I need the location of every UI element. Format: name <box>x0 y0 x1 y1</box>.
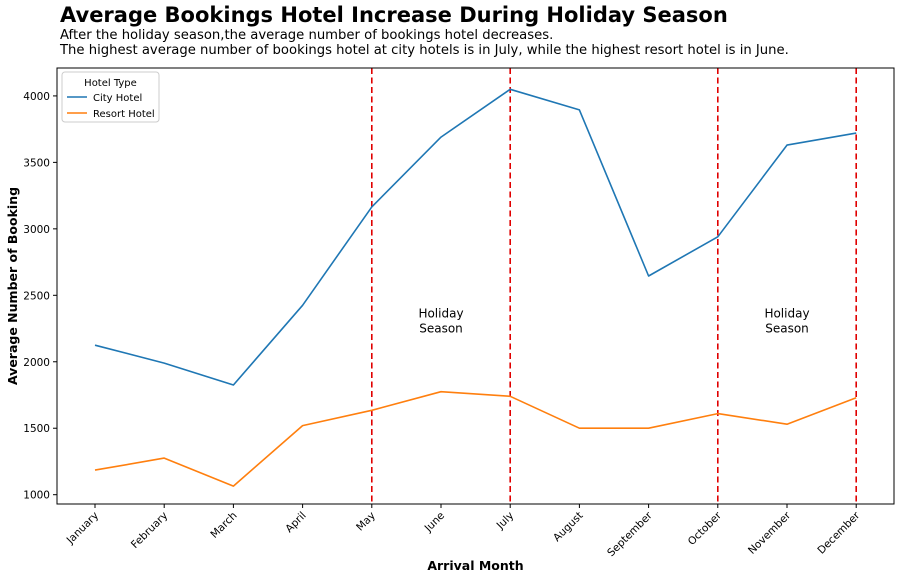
x-tick-label: December <box>815 509 862 556</box>
y-tick-label: 2000 <box>23 357 50 369</box>
reference-lines <box>370 68 858 504</box>
y-axis: 1000 1500 2000 2500 3000 3500 4000 <box>23 91 57 502</box>
series-line-city-hotel <box>94 88 857 386</box>
y-tick-label: 2500 <box>23 290 50 302</box>
legend: Hotel Type City Hotel Resort Hotel <box>61 71 160 123</box>
y-axis-label: Average Number of Booking <box>5 187 20 385</box>
chart-subtitle-line-1: After the holiday season,the average num… <box>60 28 554 43</box>
x-tick-label: October <box>686 509 725 548</box>
x-tick-label: May <box>354 510 378 534</box>
x-tick-label: September <box>605 509 655 559</box>
legend-entry: City Hotel <box>93 93 142 104</box>
holiday-season-annotation: Season <box>765 322 809 336</box>
x-tick-label: March <box>208 510 239 541</box>
x-tick-label: August <box>551 510 585 544</box>
series-lines <box>94 88 857 487</box>
chart-subtitle-line-2: The highest average number of bookings h… <box>60 43 789 58</box>
x-tick-label: April <box>283 510 308 535</box>
legend-entry: Resort Hotel <box>93 109 155 120</box>
y-tick-label: 4000 <box>23 91 50 103</box>
holiday-season-annotation: Holiday <box>418 307 463 321</box>
x-tick-label: June <box>422 510 447 535</box>
chart-title: Average Bookings Hotel Increase During H… <box>60 3 728 27</box>
holiday-season-annotation: Holiday <box>764 307 809 321</box>
series-line-resort-hotel <box>94 390 857 487</box>
x-tick-label: July <box>494 510 517 533</box>
y-tick-label: 1500 <box>23 423 50 435</box>
x-tick-label: November <box>746 509 794 557</box>
y-tick-label: 3500 <box>23 157 50 169</box>
plot-frame <box>56 67 895 505</box>
x-axis: January February March April May June July Augu… <box>64 504 863 559</box>
legend-title: Hotel Type <box>84 78 137 89</box>
x-tick-label: January <box>64 510 101 547</box>
legend-box <box>61 71 160 123</box>
y-tick-label: 1000 <box>23 490 50 502</box>
x-tick-label: February <box>129 510 170 551</box>
y-tick-label: 3000 <box>23 224 50 236</box>
holiday-season-annotation: Season <box>419 322 463 336</box>
x-axis-label: Arrival Month <box>427 558 523 573</box>
